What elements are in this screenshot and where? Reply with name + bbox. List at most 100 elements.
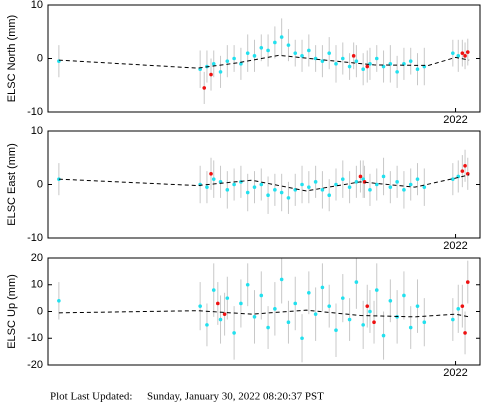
data-point [361,177,365,181]
data-point [313,312,318,316]
y-tick-label: 10 [31,279,43,291]
data-point [218,70,223,74]
data-point [422,185,427,189]
data-point [402,188,406,192]
trend-line [58,54,470,69]
plot-frame [47,130,481,239]
data-point [368,188,372,192]
data-point [451,317,455,322]
y-axis-label: ELSC North (mm) [6,15,18,102]
data-point [202,86,207,90]
data-point [266,48,270,53]
data-point [381,333,386,338]
data-point [415,177,420,181]
data-point [245,282,250,287]
data-point [395,70,399,74]
y-tick-label: 20 [31,252,43,264]
data-point [334,182,338,187]
data-point [300,54,304,58]
data-point [225,296,230,300]
plot-frame [47,4,481,113]
data-point [245,51,250,55]
footer-label: Plot Last Updated: [50,391,133,403]
y-tick-label: 0 [37,305,43,317]
data-point [415,67,420,71]
data-point [354,180,359,184]
data-point [463,331,467,335]
data-point [57,299,61,303]
data-point [307,290,311,295]
data-point [286,196,291,200]
data-point [216,301,220,306]
data-point [402,293,406,298]
trend-line [58,309,470,318]
y-tick-label: 0 [37,52,43,64]
data-point [209,172,213,176]
y-axis-label: ELSC East (mm) [6,143,18,226]
trend-line [58,174,470,192]
data-point [222,312,227,316]
data-point [408,59,413,63]
data-point [205,185,209,189]
data-point [354,280,359,284]
data-point [205,323,209,327]
data-point [451,177,455,181]
data-point [365,64,370,69]
data-point [372,320,376,325]
data-point [279,190,284,195]
y-tick-label: 10 [31,0,43,11]
plot-frame [47,257,481,366]
data-point [351,54,356,58]
data-point [320,59,325,63]
y-axis-label: ELSC Up (mm) [6,274,18,349]
data-point [388,185,393,189]
data-point [293,51,298,55]
data-point [211,62,216,66]
data-point [347,317,352,322]
data-point [327,51,332,55]
data-point [320,188,325,192]
data-point [211,288,216,292]
data-point [211,177,216,181]
data-point [381,64,386,69]
data-point [460,304,465,308]
data-point [408,182,413,187]
data-point [245,190,250,195]
data-point [463,163,467,168]
data-point [354,59,359,63]
data-point [415,304,420,308]
data-point [252,315,257,319]
data-point [259,182,264,187]
data-point [368,62,372,66]
data-point [300,182,304,187]
data-point [334,62,338,66]
data-point [273,40,277,45]
data-point [365,304,370,308]
data-point [395,180,399,184]
data-point [374,56,379,61]
data-point [347,64,352,69]
data-point [259,293,264,298]
data-point [460,51,465,55]
data-point [451,51,455,55]
data-point [334,328,338,333]
data-point [463,54,467,58]
data-point [408,325,413,330]
data-point [327,193,332,197]
data-point [225,188,230,192]
data-point [266,193,270,197]
data-point [307,48,311,53]
x-tick-label: 2022 [443,114,467,126]
data-point [279,35,284,39]
data-point [374,182,379,187]
data-point [422,320,427,325]
data-point [368,309,372,314]
data-point [209,72,213,77]
data-point [456,307,461,311]
x-tick-label: 2022 [443,240,467,252]
data-point [347,185,352,189]
data-point [340,56,345,61]
data-point [456,54,461,58]
data-point [327,304,332,308]
